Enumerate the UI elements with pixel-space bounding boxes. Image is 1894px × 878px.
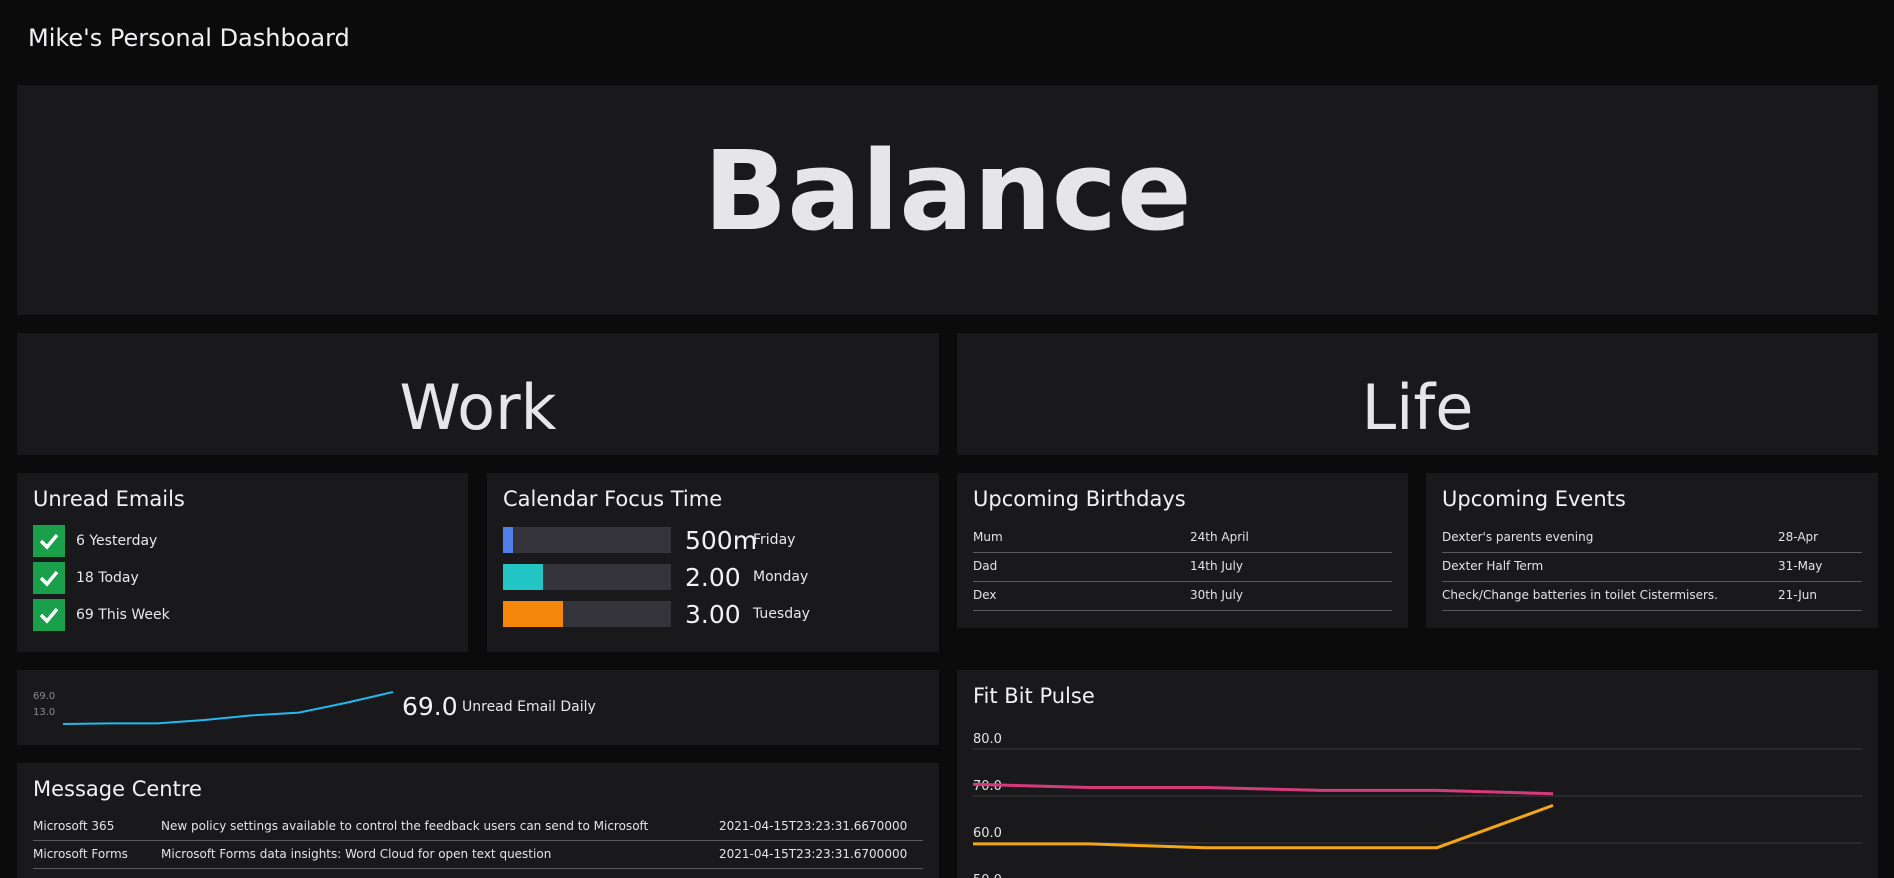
event-date: 31-May bbox=[1778, 559, 1823, 573]
message-time: 2021-04-15T23:23:31.6670000 bbox=[719, 819, 908, 833]
life-heading: Life bbox=[1361, 371, 1474, 444]
work-heading: Work bbox=[399, 371, 557, 444]
work-panel: Work bbox=[17, 333, 939, 455]
focus-bar-fill bbox=[503, 527, 514, 553]
fitbit-y-tick-label: 50.0 bbox=[973, 873, 1002, 878]
birthdays-tile[interactable]: Upcoming Birthdays Mum 24th April Dad 14… bbox=[957, 473, 1408, 628]
fitbit-y-tick-label: 60.0 bbox=[973, 826, 1002, 841]
event-name: Check/Change batteries in toilet Cisterm… bbox=[1442, 588, 1718, 602]
events-tile[interactable]: Upcoming Events Dexter's parents evening… bbox=[1426, 473, 1878, 628]
unread-emails-label: 18 Today bbox=[76, 570, 139, 586]
unread-emails-title: Unread Emails bbox=[33, 487, 185, 511]
unread-emails-label: 69 This Week bbox=[76, 607, 170, 623]
focus-bar-value: 2.00 bbox=[685, 562, 741, 592]
birthday-date: 24th April bbox=[1190, 530, 1249, 544]
focus-bar-fill bbox=[503, 564, 544, 590]
message-row[interactable]: Microsoft Forms Microsoft Forms data ins… bbox=[33, 840, 923, 869]
life-panel: Life bbox=[957, 333, 1878, 455]
birthdays-title: Upcoming Birthdays bbox=[973, 487, 1186, 511]
fitbit-tile[interactable]: Fit Bit Pulse 80.0 70.0 60.0 50.0 bbox=[957, 670, 1878, 878]
event-name: Dexter Half Term bbox=[1442, 559, 1544, 573]
event-row: Check/Change batteries in toilet Cisterm… bbox=[1442, 581, 1862, 611]
focus-bar-fill bbox=[503, 601, 564, 627]
unread-emails-item: 6 Yesterday bbox=[33, 525, 157, 557]
focus-bar-track bbox=[503, 527, 671, 553]
fitbit-y-tick-label: 70.0 bbox=[973, 779, 1002, 794]
focus-bar-day: Monday bbox=[753, 569, 809, 585]
focus-bar-value: 500m bbox=[685, 525, 758, 555]
focus-bar-value: 3.00 bbox=[685, 599, 741, 629]
check-icon bbox=[33, 599, 65, 631]
check-icon bbox=[33, 525, 65, 557]
message-centre-title: Message Centre bbox=[33, 777, 202, 801]
fitbit-chart: 80.0 70.0 60.0 50.0 bbox=[972, 732, 1862, 878]
unread-emails-tile[interactable]: Unread Emails 6 Yesterday 18 Today 69 Th… bbox=[17, 473, 468, 652]
focus-bar-day: Friday bbox=[753, 532, 796, 548]
birthday-name: Dex bbox=[973, 588, 997, 602]
email-sparkline bbox=[62, 691, 394, 725]
sparkline-max-label: 69.0 bbox=[33, 691, 56, 702]
event-date: 28-Apr bbox=[1778, 530, 1819, 544]
focus-bar-track bbox=[503, 601, 671, 627]
message-source: Microsoft Forms bbox=[33, 847, 128, 861]
events-title: Upcoming Events bbox=[1442, 487, 1626, 511]
birthday-date: 14th July bbox=[1190, 559, 1243, 573]
focus-bar-row: 3.00 Tuesday bbox=[503, 599, 810, 629]
focus-bar-row: 2.00 Monday bbox=[503, 562, 809, 592]
event-row: Dexter's parents evening 28-Apr bbox=[1442, 523, 1862, 553]
check-icon bbox=[33, 562, 65, 594]
message-source: Microsoft 365 bbox=[33, 819, 115, 833]
birthday-name: Mum bbox=[973, 530, 1003, 544]
message-row[interactable]: Microsoft 365 New policy settings availa… bbox=[33, 812, 923, 841]
unread-emails-item: 69 This Week bbox=[33, 599, 170, 631]
email-daily-tile[interactable]: 69.0 13.0 69.0 Unread Email Daily bbox=[17, 670, 939, 745]
event-date: 21-Jun bbox=[1778, 588, 1818, 602]
email-daily-label: Unread Email Daily bbox=[462, 699, 596, 715]
fitbit-title: Fit Bit Pulse bbox=[973, 684, 1095, 708]
fitbit-series-line bbox=[972, 782, 1554, 796]
message-time: 2021-04-15T23:23:31.6700000 bbox=[719, 847, 908, 861]
balance-panel: Balance bbox=[17, 85, 1878, 315]
fitbit-series-line bbox=[973, 803, 1554, 850]
email-daily-value: 69.0 bbox=[402, 692, 458, 721]
event-row: Dexter Half Term 31-May bbox=[1442, 552, 1862, 582]
calendar-focus-title: Calendar Focus Time bbox=[503, 487, 723, 511]
event-name: Dexter's parents evening bbox=[1442, 530, 1594, 544]
email-sparkline-line bbox=[62, 691, 394, 725]
calendar-focus-tile[interactable]: Calendar Focus Time 500m Friday 2.00 Mon… bbox=[487, 473, 939, 652]
birthday-name: Dad bbox=[973, 559, 998, 573]
unread-emails-item: 18 Today bbox=[33, 562, 139, 594]
birthday-row: Dad 14th July bbox=[973, 552, 1392, 582]
birthday-date: 30th July bbox=[1190, 588, 1243, 602]
message-text: Microsoft Forms data insights: Word Clou… bbox=[161, 847, 552, 861]
unread-emails-label: 6 Yesterday bbox=[76, 533, 158, 549]
sparkline-min-label: 13.0 bbox=[33, 707, 56, 718]
dashboard-title: Mike's Personal Dashboard bbox=[28, 24, 350, 52]
fitbit-y-tick-label: 80.0 bbox=[973, 732, 1002, 747]
focus-bar-row: 500m Friday bbox=[503, 525, 796, 555]
focus-bar-track bbox=[503, 564, 671, 590]
birthday-row: Dex 30th July bbox=[973, 581, 1392, 611]
message-text: New policy settings available to control… bbox=[161, 819, 649, 833]
balance-heading: Balance bbox=[703, 127, 1192, 255]
message-centre-tile[interactable]: Message Centre Microsoft 365 New policy … bbox=[17, 763, 939, 878]
focus-bar-day: Tuesday bbox=[753, 606, 810, 622]
birthday-row: Mum 24th April bbox=[973, 523, 1392, 553]
